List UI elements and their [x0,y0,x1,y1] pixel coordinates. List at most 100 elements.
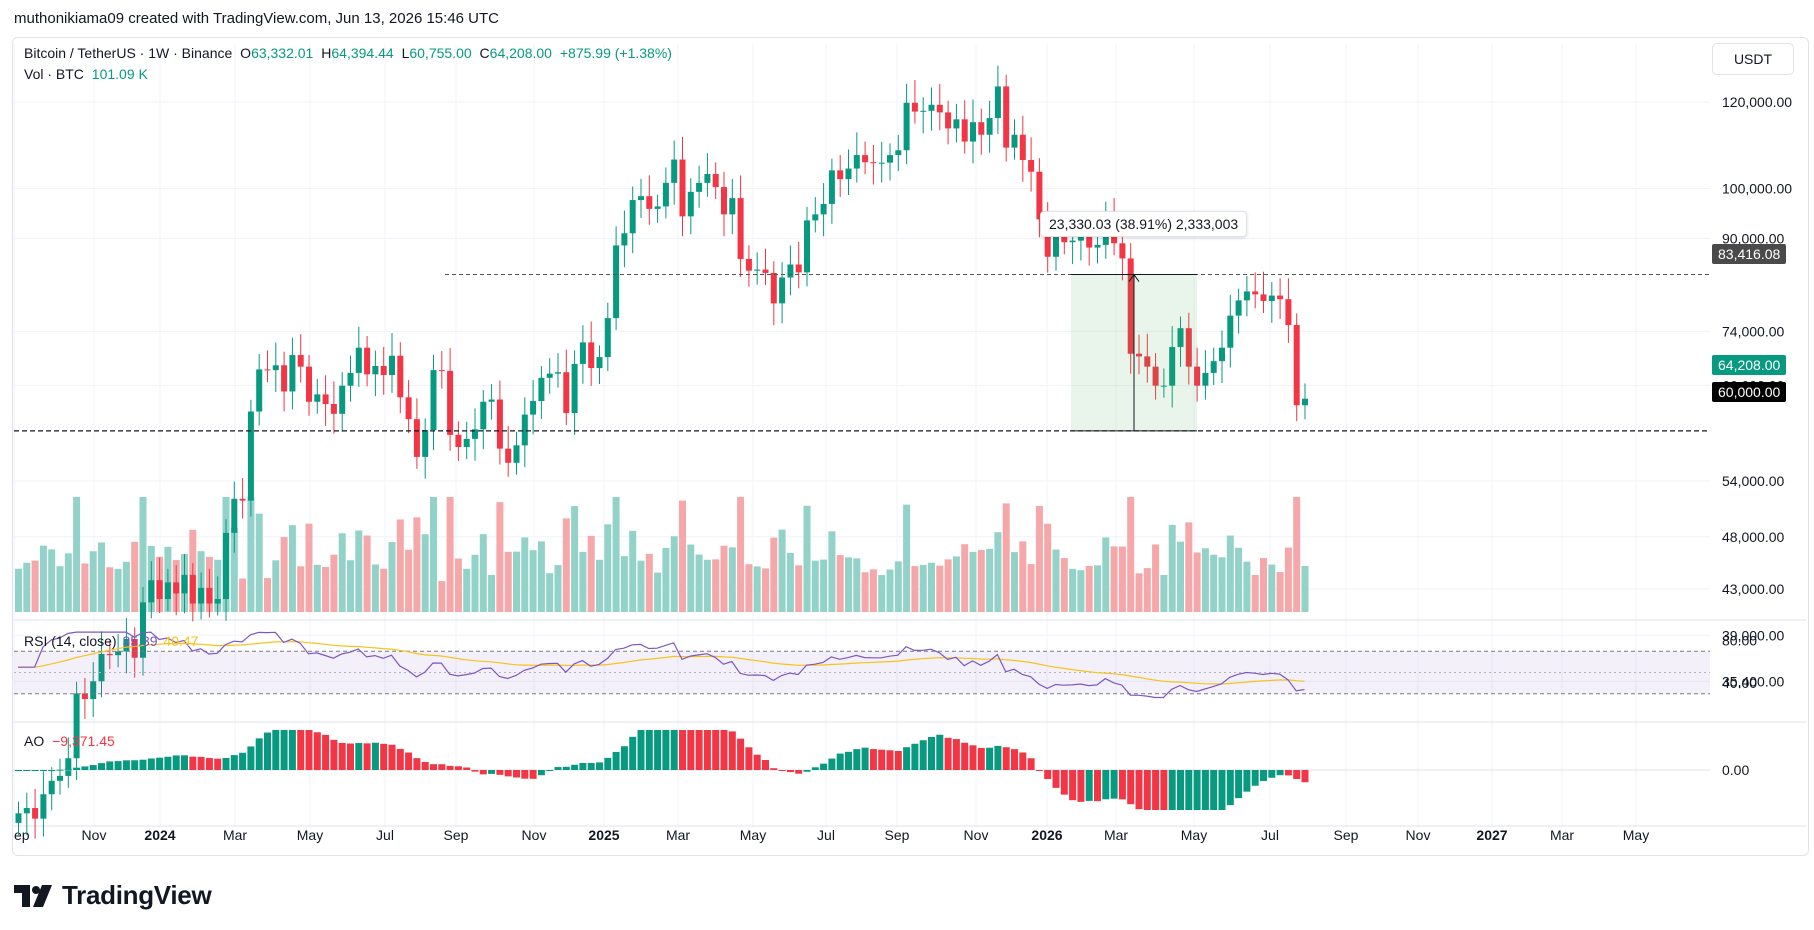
candle-body [1077,236,1084,241]
volume-bar [820,559,828,612]
volume-bar [803,505,811,612]
volume-bar [89,551,97,612]
candle-body [530,401,537,415]
ao-bar [479,770,487,775]
ao-bar [529,770,537,779]
candle-body [189,574,196,604]
candle-body [264,369,271,371]
volume-bar [878,575,886,612]
volume-bar [786,552,794,612]
level-high-tag: 83,416.08 [1712,244,1787,264]
ao-bar [1243,770,1251,792]
ao-bar [89,765,97,770]
volume-bar [1002,503,1010,612]
ao-bar [1019,752,1027,770]
ao-bar [164,756,172,770]
volume-bar [1118,546,1126,612]
candle-body [289,355,296,392]
volume-bar [1044,523,1052,612]
volume-bar [1077,570,1085,612]
close-label: C [479,45,490,61]
candle-body [1003,86,1010,148]
ao-bar [903,747,911,770]
candle-body [1061,236,1068,243]
volume-bar [1177,541,1184,612]
candle-body [198,587,205,604]
candle-body [629,200,636,234]
candle-body [704,174,711,183]
candle-body [1044,219,1051,257]
ao-bar [463,767,471,770]
ao-bar [371,742,379,770]
time-axis-tick: Jul [817,827,835,843]
ao-bar [264,732,271,770]
time-axis-tick: Mar [666,827,690,843]
ao-bar [994,745,1002,770]
volume-bar [264,578,271,612]
ao-bar [571,764,579,770]
ao-bar [1052,770,1060,788]
ao-label[interactable]: AO [24,733,45,749]
candle-body [662,182,669,207]
open-label: O [240,45,252,61]
ao-bar [728,731,736,770]
last-price-tag: 64,208.00 [1712,355,1787,375]
volume-label[interactable]: Vol · BTC [24,66,84,82]
volume-bar [1243,561,1251,612]
time-axis-tick: May [297,827,323,843]
volume-bar [845,557,852,612]
chart-credit: muthonikiama09 created with TradingView.… [14,10,499,27]
volume-bar [1293,497,1301,612]
ao-bar [147,758,155,770]
rsi-line [18,631,1305,699]
volume-bar [1127,497,1135,612]
ao-bar [1143,770,1151,810]
candle-body [1293,325,1300,406]
volume-bar [861,572,869,612]
volume-bar [1210,554,1218,612]
symbol-name[interactable]: Bitcoin / TetherUS · 1W · Binance [24,45,233,61]
ao-bar [1210,770,1218,810]
tradingview-logo[interactable]: TradingView [14,880,212,911]
volume-bar [670,536,678,612]
volume-bar [853,558,861,612]
candle-body [380,365,387,376]
ao-axis-tick: 0.00 [1722,762,1749,778]
volume-bar [537,541,545,612]
ao-bar [48,770,56,771]
candle-body [604,318,611,358]
ao-bar [952,739,960,770]
ao-bar [305,730,313,770]
candle-body [1268,295,1275,301]
ao-bar [172,755,180,770]
ao-bar [131,760,139,770]
candle-body [1194,366,1201,386]
candle-body [621,233,628,246]
candle-body [787,264,794,278]
ao-bar [297,730,305,770]
candle-body [795,264,802,273]
volume-bar [1069,568,1077,612]
ao-bar [1185,770,1193,810]
ao-bar [1118,770,1126,800]
candle-body [438,370,445,372]
candle-body [1119,243,1126,259]
ao-bar [1069,770,1077,801]
ao-bar [1085,770,1093,801]
volume-bar [1102,537,1110,612]
volume-bar [313,564,321,612]
time-axis-tick: Jul [1261,827,1279,843]
currency-button[interactable]: USDT [1712,43,1794,75]
volume-bar [305,523,313,612]
ao-bar [421,762,429,770]
candle-body [23,808,30,814]
volume-bar [488,574,496,612]
candle-body [140,602,146,658]
candle-body [737,198,744,259]
candle-body [1011,134,1018,148]
candle-body [281,365,288,392]
volume-bar [1226,535,1234,612]
candle-body [32,808,39,819]
rsi-label[interactable]: RSI (14, close) [24,633,117,649]
